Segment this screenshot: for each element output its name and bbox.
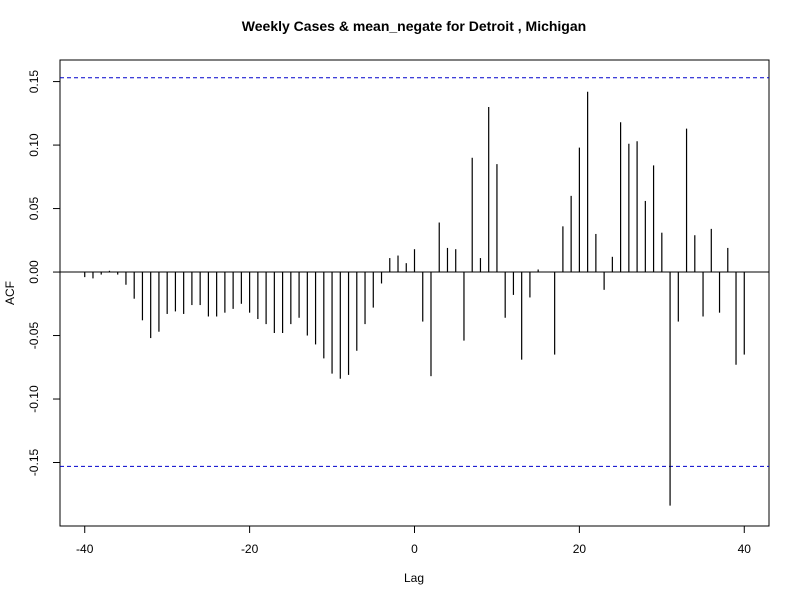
y-tick-label: -0.05 <box>27 322 41 350</box>
x-axis-label: Lag <box>404 571 424 585</box>
x-axis: -40 -20 0 20 40 <box>76 525 752 556</box>
x-tick-label: 40 <box>738 542 752 556</box>
y-tick-label: 0.00 <box>27 260 41 284</box>
x-tick-label: 0 <box>411 542 418 556</box>
x-tick-label: -40 <box>76 542 94 556</box>
y-tick-label: 0.15 <box>27 70 41 94</box>
y-axis: -0.15 -0.10 -0.05 0.00 0.05 0.10 0.15 <box>27 70 61 477</box>
y-tick-label: 0.10 <box>27 133 41 157</box>
y-tick-label: -0.15 <box>27 449 41 477</box>
y-tick-label: 0.05 <box>27 197 41 221</box>
plot-frame <box>59 59 770 527</box>
acf-bars <box>84 91 745 506</box>
chart-title: Weekly Cases & mean_negate for Detroit ,… <box>242 18 586 34</box>
x-tick-label: 20 <box>573 542 587 556</box>
x-tick-label: -20 <box>241 542 259 556</box>
y-axis-label: ACF <box>3 281 17 305</box>
y-tick-label: -0.10 <box>27 385 41 413</box>
